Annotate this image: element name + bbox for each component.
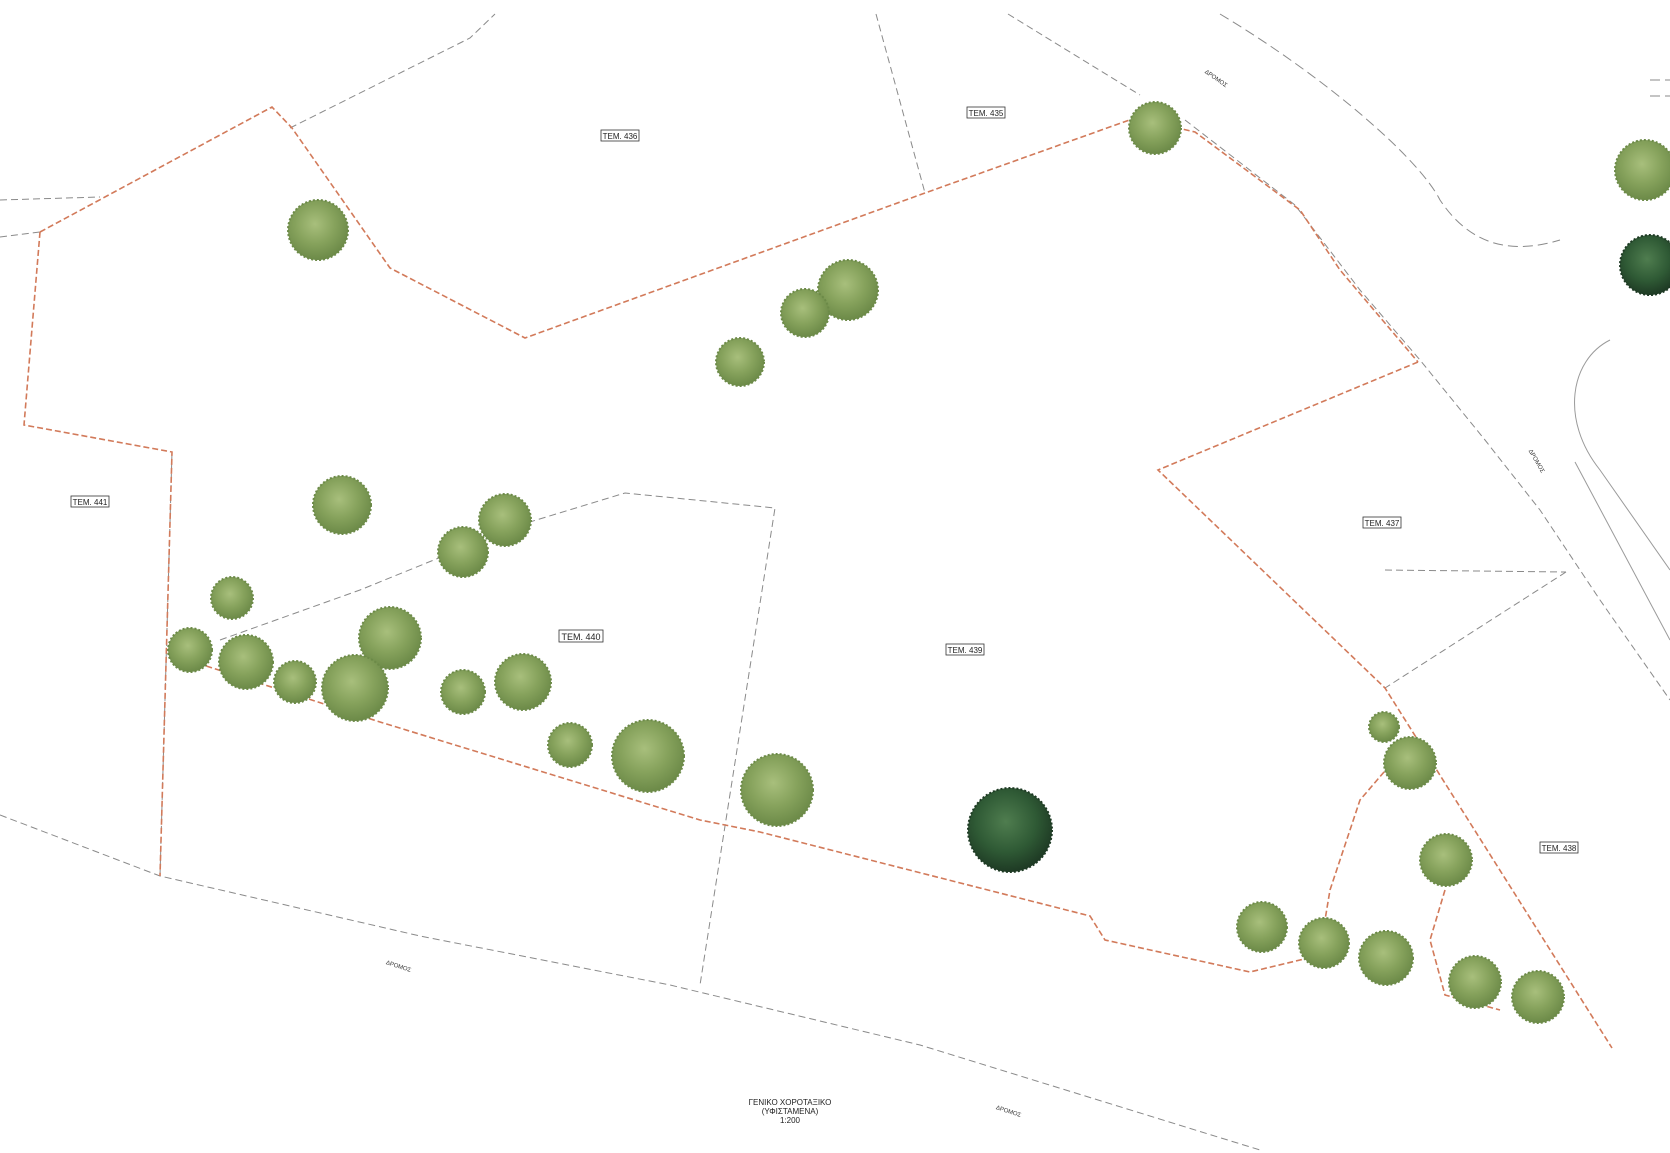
parcel-labels: TEM. 436 TEM. 435 TEM. 441 TEM. 437 TEM.… (70, 106, 1579, 854)
tree-icon (1419, 833, 1473, 887)
tree-icon (358, 606, 422, 670)
site-boundary (23, 106, 1613, 1049)
tree-icon (1448, 955, 1502, 1009)
parcel-label-435: TEM. 435 (966, 106, 1006, 119)
tree-icon (740, 753, 814, 827)
road-label-bottom-right: ΔΡΟΜΟΣ (995, 1105, 1022, 1119)
tree-icon (611, 719, 685, 793)
tree-icon (1298, 917, 1350, 969)
tree-icon (437, 526, 489, 578)
tree-icon (440, 669, 486, 715)
caption-scale: 1:200 (779, 1116, 801, 1125)
tree-icon (1619, 234, 1670, 296)
parcel-label-439-text: TEM. 439 (948, 646, 983, 655)
parcel-lines (0, 13, 1670, 1151)
trees (167, 101, 1670, 1024)
tree-icon (478, 493, 532, 547)
tree-icon (1614, 139, 1670, 201)
caption-title: ΓΕΝΙΚΟ ΧΟΡΟΤΑΞΙΚΟ (748, 1098, 832, 1107)
tree-icon (494, 653, 552, 711)
tree-icon (287, 199, 349, 261)
parcel-label-441-text: TEM. 441 (73, 498, 108, 507)
tree-icon (715, 337, 765, 387)
parcel-label-438: TEM. 438 (1539, 841, 1579, 854)
parcel-label-440: TEM. 440 (558, 629, 604, 643)
tree-icon (1128, 101, 1182, 155)
road-edges (1219, 13, 1670, 641)
tree-icon (1236, 901, 1288, 953)
road-label-bottom-left: ΔΡΟΜΟΣ (385, 960, 412, 974)
tree-icon (218, 634, 274, 690)
tree-icon (547, 722, 593, 768)
tree-icon (312, 475, 372, 535)
tree-icon (967, 787, 1053, 873)
tree-icon (167, 627, 213, 673)
parcel-label-441: TEM. 441 (70, 495, 110, 508)
tree-icon (817, 259, 879, 321)
parcel-label-440-text: TEM. 440 (561, 632, 600, 642)
parcel-label-435-text: TEM. 435 (969, 109, 1004, 118)
parcel-label-439: TEM. 439 (945, 643, 985, 656)
road-label-top: ΔΡΟΜΟΣ (1203, 69, 1228, 89)
parcel-label-437-text: TEM. 437 (1365, 519, 1400, 528)
tree-icon (321, 654, 389, 722)
tree-icon (1383, 736, 1437, 790)
tree-icon (1511, 970, 1565, 1024)
tree-icon (1368, 711, 1400, 743)
caption-subtitle: (ΥΦΙΣΤΑΜΕΝΑ) (761, 1107, 819, 1116)
tree-icon (780, 288, 830, 338)
parcel-label-436-text: TEM. 436 (603, 132, 638, 141)
tree-icon (210, 576, 254, 620)
drawing-caption: ΓΕΝΙΚΟ ΧΟΡΟΤΑΞΙΚΟ (ΥΦΙΣΤΑΜΕΝΑ) 1:200 (690, 1098, 890, 1125)
parcel-label-437: TEM. 437 (1362, 516, 1402, 529)
parcel-label-436: TEM. 436 (600, 129, 640, 142)
parcel-label-438-text: TEM. 438 (1542, 844, 1577, 853)
tree-icon (273, 660, 317, 704)
tree-icon (1358, 930, 1414, 986)
road-label-right: ΔΡΟΜΟΣ (1527, 449, 1545, 475)
